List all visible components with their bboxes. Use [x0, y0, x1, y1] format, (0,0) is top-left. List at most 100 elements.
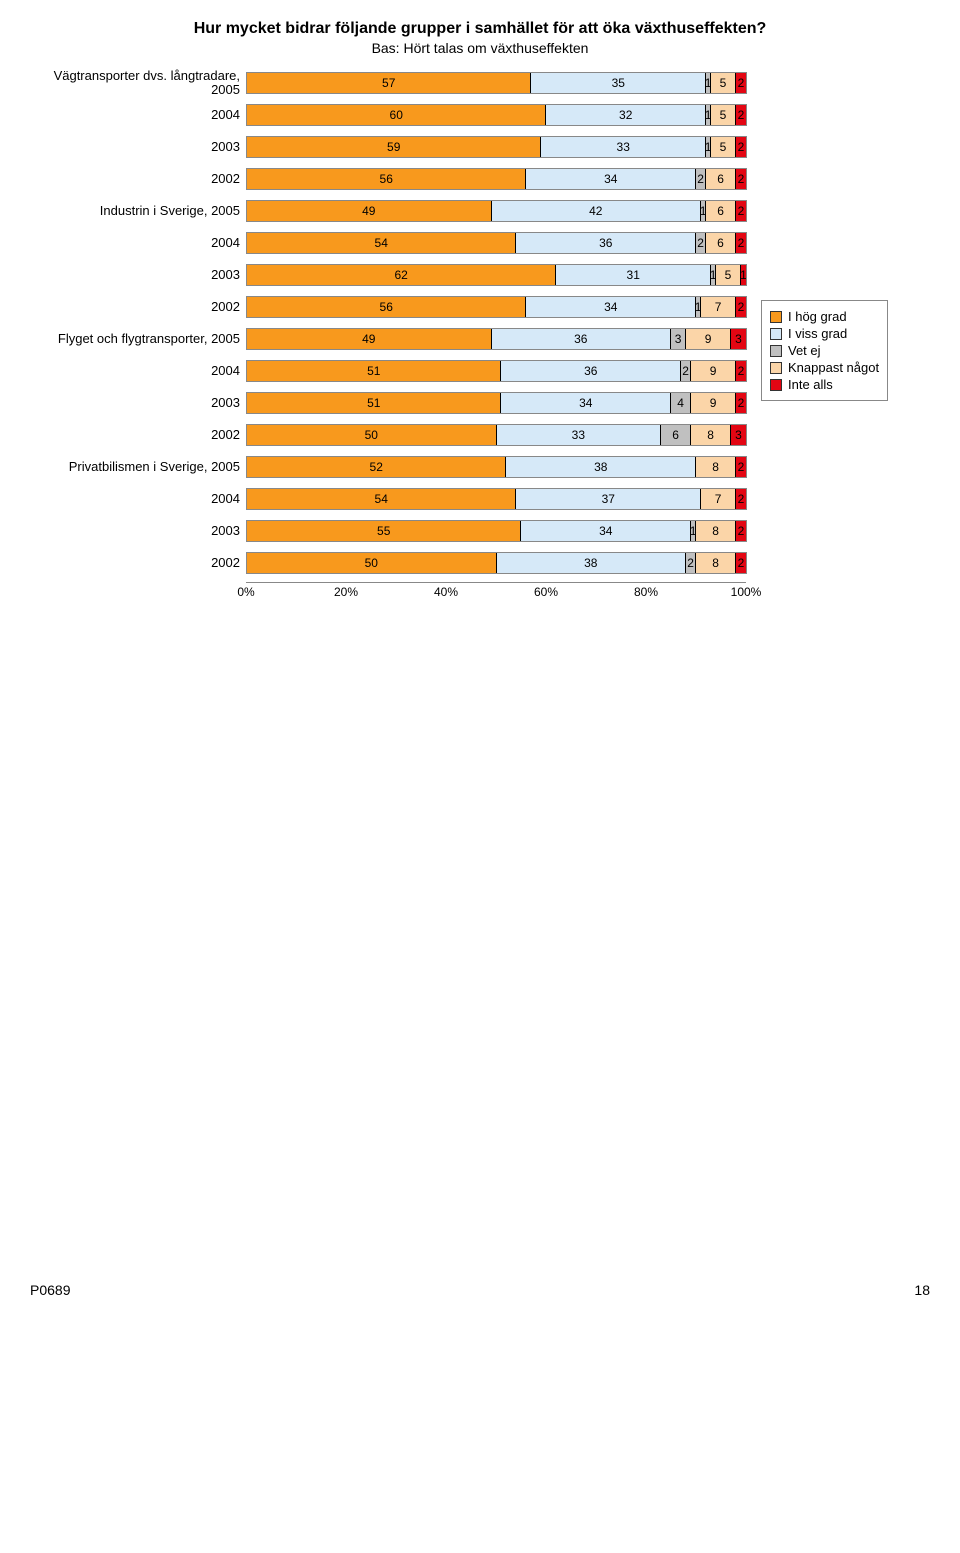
bar-segment: 36: [501, 361, 681, 381]
chart-title: Hur mycket bidrar följande grupper i sam…: [30, 20, 930, 38]
footer-right: 18: [914, 1282, 930, 1298]
row-plot: 5634262: [246, 168, 747, 190]
stacked-bar: 5436262: [247, 232, 747, 254]
bar-segment: 7: [701, 297, 736, 317]
bar-segment: 2: [736, 393, 746, 413]
bar-segment: 42: [492, 201, 702, 221]
bar-segment: 35: [531, 73, 706, 93]
bar-segment: 2: [736, 73, 746, 93]
row-plot: 4936393: [246, 328, 747, 350]
chart-subtitle: Bas: Hört talas om växthuseffekten: [30, 40, 930, 56]
bar-segment: 6: [706, 233, 736, 253]
legend-swatch: [770, 362, 782, 374]
chart-row: 20035134492: [30, 390, 747, 416]
stacked-bar: 523882: [247, 456, 747, 478]
bar-segment: 2: [686, 553, 696, 573]
row-plot: 5634172: [246, 296, 747, 318]
row-label: 2003: [30, 524, 246, 538]
row-plot: 5735152: [246, 72, 747, 94]
chart-row: 20025634262: [30, 166, 747, 192]
row-label: 2004: [30, 236, 246, 250]
row-plot: 5436262: [246, 232, 747, 254]
x-tick-label: 80%: [634, 585, 658, 599]
chart-row: 20045436262: [30, 230, 747, 256]
bar-segment: 2: [696, 169, 706, 189]
chart-row: 20035534182: [30, 518, 747, 544]
row-plot: 5134492: [246, 392, 747, 414]
stacked-bar: 4942162: [247, 200, 747, 222]
row-plot: 5033683: [246, 424, 747, 446]
row-plot: 543772: [246, 488, 747, 510]
bar-segment: 2: [736, 137, 746, 157]
chart-row: 20025033683: [30, 422, 747, 448]
chart-row: Industrin i Sverige, 20054942162: [30, 198, 747, 224]
legend-swatch: [770, 311, 782, 323]
stacked-bar: 5033683: [247, 424, 747, 446]
stacked-bar: 6032152: [247, 104, 747, 126]
legend-item: Vet ej: [770, 343, 879, 358]
legend-item: I viss grad: [770, 326, 879, 341]
bar-segment: 34: [501, 393, 671, 413]
chart-body: Vägtransporter dvs. långtradare, 2005573…: [30, 70, 747, 602]
legend-item: I hög grad: [770, 309, 879, 324]
row-label: 2003: [30, 396, 246, 410]
chart-row: 20035933152: [30, 134, 747, 160]
bar-segment: 3: [671, 329, 686, 349]
row-label: 2004: [30, 364, 246, 378]
legend-label: I viss grad: [788, 326, 847, 341]
bar-segment: 6: [706, 169, 736, 189]
stacked-bar: 5634172: [247, 296, 747, 318]
bar-segment: 54: [247, 489, 516, 509]
footer-left: P0689: [30, 1282, 70, 1298]
bar-segment: 8: [696, 553, 736, 573]
bar-segment: 50: [247, 425, 497, 445]
bar-segment: 49: [247, 329, 492, 349]
row-plot: 523882: [246, 456, 747, 478]
bar-segment: 36: [492, 329, 672, 349]
chart-row: 20045136292: [30, 358, 747, 384]
bar-segment: 55: [247, 521, 521, 541]
page-footer: P0689 18: [30, 1282, 930, 1298]
stacked-bar: 6231151: [247, 264, 747, 286]
chart-row: Flyget och flygtransporter, 20054936393: [30, 326, 747, 352]
row-label: 2002: [30, 556, 246, 570]
bar-segment: 36: [516, 233, 696, 253]
row-label: 2003: [30, 268, 246, 282]
bar-segment: 51: [247, 393, 501, 413]
stacked-bar: 5534182: [247, 520, 747, 542]
legend-label: Vet ej: [788, 343, 821, 358]
bar-segment: 34: [521, 521, 691, 541]
bar-segment: 2: [736, 233, 746, 253]
bar-segment: 31: [556, 265, 711, 285]
bar-segment: 1: [741, 265, 746, 285]
x-tick-label: 60%: [534, 585, 558, 599]
row-plot: 6032152: [246, 104, 747, 126]
legend-swatch: [770, 345, 782, 357]
row-label: 2002: [30, 428, 246, 442]
bar-segment: 33: [541, 137, 706, 157]
row-label: 2002: [30, 172, 246, 186]
chart-container: Vägtransporter dvs. långtradare, 2005573…: [30, 70, 930, 602]
bar-segment: 50: [247, 553, 497, 573]
bar-segment: 6: [706, 201, 736, 221]
bar-segment: 9: [691, 393, 736, 413]
row-label: 2003: [30, 140, 246, 154]
bar-segment: 2: [736, 521, 746, 541]
legend-label: Knappast något: [788, 360, 879, 375]
bar-segment: 8: [691, 425, 731, 445]
bar-segment: 7: [701, 489, 736, 509]
bar-segment: 51: [247, 361, 501, 381]
bar-segment: 3: [731, 329, 746, 349]
bar-segment: 2: [736, 297, 746, 317]
bar-segment: 57: [247, 73, 531, 93]
row-plot: 5038282: [246, 552, 747, 574]
stacked-bar: 5735152: [247, 72, 747, 94]
bar-segment: 54: [247, 233, 516, 253]
bar-segment: 5: [711, 137, 736, 157]
legend-label: Inte alls: [788, 377, 833, 392]
row-label: Flyget och flygtransporter, 2005: [30, 332, 246, 346]
chart-rows: Vägtransporter dvs. långtradare, 2005573…: [30, 70, 747, 576]
bar-segment: 56: [247, 297, 526, 317]
legend-item: Inte alls: [770, 377, 879, 392]
bar-segment: 38: [506, 457, 696, 477]
